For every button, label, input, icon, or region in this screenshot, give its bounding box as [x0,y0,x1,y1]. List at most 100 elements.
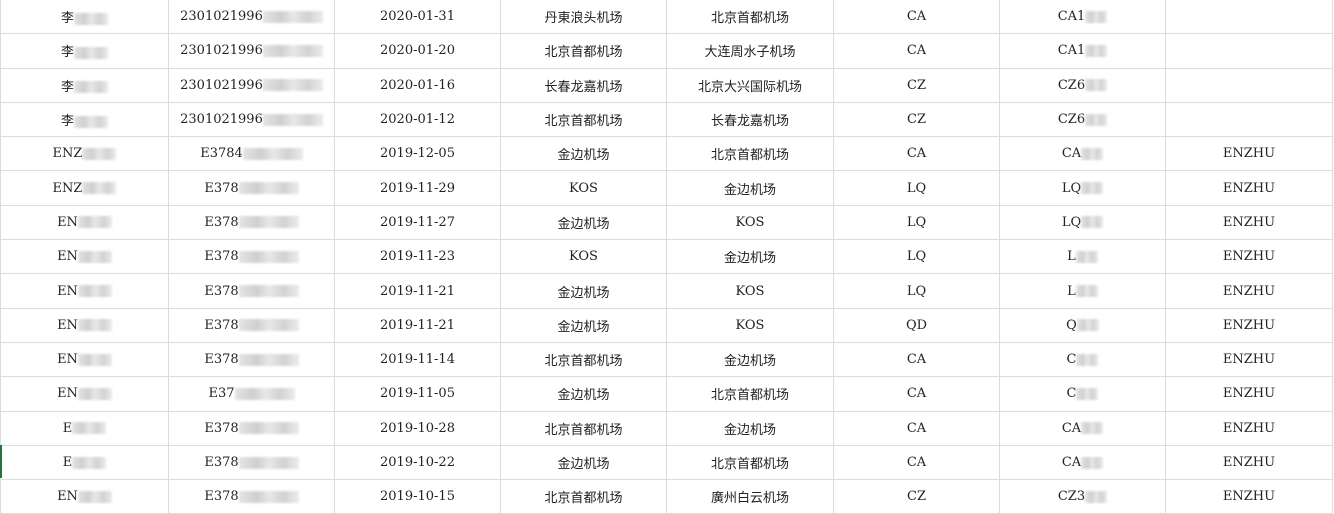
cell-flight-number[interactable]: LQ [999,204,1166,241]
cell-id-number[interactable]: E378 [168,239,335,275]
cell-name[interactable]: 李 [0,67,169,103]
cell-departure-airport[interactable]: 北京首都机场 [500,479,667,514]
cell-date[interactable]: 2020-01-16 [334,67,501,103]
cell-date[interactable]: 2019-12-05 [334,136,501,172]
cell-id-number[interactable]: 2301021996 [168,67,335,103]
cell-arrival-airport[interactable]: 北京大兴国际机场 [666,67,834,103]
cell-flight-number[interactable]: CA1 [999,0,1166,35]
cell-name[interactable]: 李 [0,101,169,138]
cell-passenger[interactable]: ENZHU [1165,204,1333,241]
cell-arrival-airport[interactable]: 北京首都机场 [666,0,834,35]
cell-date[interactable]: 2019-10-15 [334,479,501,514]
cell-arrival-airport[interactable]: 金边机场 [666,239,834,275]
cell-flight-number[interactable]: L [999,239,1166,275]
cell-airline[interactable]: CA [833,410,1000,446]
cell-date[interactable]: 2019-11-27 [334,204,501,241]
cell-arrival-airport[interactable]: 北京首都机场 [666,136,834,172]
cell-name[interactable]: EN [0,273,169,309]
cell-passenger[interactable]: ENZHU [1165,273,1333,309]
cell-airline[interactable]: CA [833,33,1000,69]
cell-date[interactable]: 2019-11-29 [334,170,501,206]
cell-flight-number[interactable]: CA1 [999,33,1166,69]
cell-name[interactable]: E [0,410,169,446]
cell-flight-number[interactable]: L [999,273,1166,309]
cell-airline[interactable]: CA [833,444,1000,481]
cell-arrival-airport[interactable]: 金边机场 [666,341,834,378]
cell-passenger[interactable]: ENZHU [1165,410,1333,446]
cell-arrival-airport[interactable]: KOS [666,307,834,343]
cell-id-number[interactable]: E378 [168,204,335,241]
cell-passenger[interactable] [1165,67,1333,103]
cell-name[interactable]: EN [0,341,169,378]
cell-date[interactable]: 2019-11-14 [334,341,501,378]
cell-departure-airport[interactable]: 金边机场 [500,136,667,172]
cell-departure-airport[interactable]: 北京首都机场 [500,33,667,69]
cell-name[interactable]: E [0,444,169,481]
cell-date[interactable]: 2019-11-21 [334,307,501,343]
cell-date[interactable]: 2020-01-20 [334,33,501,69]
cell-departure-airport[interactable]: 金边机场 [500,204,667,241]
cell-passenger[interactable] [1165,33,1333,69]
cell-airline[interactable]: CZ [833,101,1000,138]
cell-passenger[interactable]: ENZHU [1165,376,1333,412]
cell-departure-airport[interactable]: 北京首都机场 [500,101,667,138]
cell-id-number[interactable]: E3784 [168,136,335,172]
cell-arrival-airport[interactable]: 长春龙嘉机场 [666,101,834,138]
cell-passenger[interactable]: ENZHU [1165,307,1333,343]
cell-arrival-airport[interactable]: KOS [666,204,834,241]
cell-passenger[interactable]: ENZHU [1165,136,1333,172]
cell-departure-airport[interactable]: 金边机场 [500,273,667,309]
cell-airline[interactable]: LQ [833,204,1000,241]
cell-departure-airport[interactable]: 长春龙嘉机场 [500,67,667,103]
cell-airline[interactable]: CA [833,0,1000,35]
cell-name[interactable]: EN [0,204,169,241]
cell-date[interactable]: 2019-11-05 [334,376,501,412]
cell-passenger[interactable] [1165,101,1333,138]
cell-id-number[interactable]: 2301021996 [168,101,335,138]
cell-flight-number[interactable]: CA [999,444,1166,481]
cell-arrival-airport[interactable]: KOS [666,273,834,309]
cell-id-number[interactable]: 2301021996 [168,33,335,69]
cell-arrival-airport[interactable]: 北京首都机场 [666,376,834,412]
cell-passenger[interactable]: ENZHU [1165,239,1333,275]
cell-date[interactable]: 2020-01-12 [334,101,501,138]
cell-arrival-airport[interactable]: 金边机场 [666,170,834,206]
cell-airline[interactable]: CZ [833,67,1000,103]
cell-flight-number[interactable]: Q [999,307,1166,343]
cell-airline[interactable]: CZ [833,479,1000,514]
cell-name[interactable]: ENZ [0,136,169,172]
cell-departure-airport[interactable]: KOS [500,170,667,206]
cell-date[interactable]: 2019-10-22 [334,444,501,481]
cell-departure-airport[interactable]: KOS [500,239,667,275]
cell-arrival-airport[interactable]: 大连周水子机场 [666,33,834,69]
cell-date[interactable]: 2019-11-23 [334,239,501,275]
cell-id-number[interactable]: E378 [168,307,335,343]
cell-id-number[interactable]: E378 [168,341,335,378]
cell-departure-airport[interactable]: 北京首都机场 [500,410,667,446]
cell-flight-number[interactable]: C [999,376,1166,412]
cell-flight-number[interactable]: CZ6 [999,67,1166,103]
cell-airline[interactable]: CA [833,341,1000,378]
cell-id-number[interactable]: E378 [168,273,335,309]
cell-date[interactable]: 2019-11-21 [334,273,501,309]
cell-name[interactable]: EN [0,239,169,275]
cell-id-number[interactable]: E378 [168,479,335,514]
cell-airline[interactable]: LQ [833,239,1000,275]
cell-airline[interactable]: CA [833,376,1000,412]
cell-name[interactable]: EN [0,376,169,412]
cell-flight-number[interactable]: CZ6 [999,101,1166,138]
cell-airline[interactable]: LQ [833,273,1000,309]
cell-flight-number[interactable]: CZ3 [999,479,1166,514]
cell-departure-airport[interactable]: 北京首都机场 [500,341,667,378]
cell-passenger[interactable] [1165,0,1333,35]
cell-id-number[interactable]: E378 [168,170,335,206]
cell-airline[interactable]: QD [833,307,1000,343]
cell-flight-number[interactable]: CA [999,410,1166,446]
cell-id-number[interactable]: E378 [168,444,335,481]
cell-name[interactable]: 李 [0,33,169,69]
cell-passenger[interactable]: ENZHU [1165,479,1333,514]
cell-passenger[interactable]: ENZHU [1165,341,1333,378]
cell-date[interactable]: 2019-10-28 [334,410,501,446]
cell-id-number[interactable]: 2301021996 [168,0,335,35]
cell-departure-airport[interactable]: 金边机场 [500,444,667,481]
